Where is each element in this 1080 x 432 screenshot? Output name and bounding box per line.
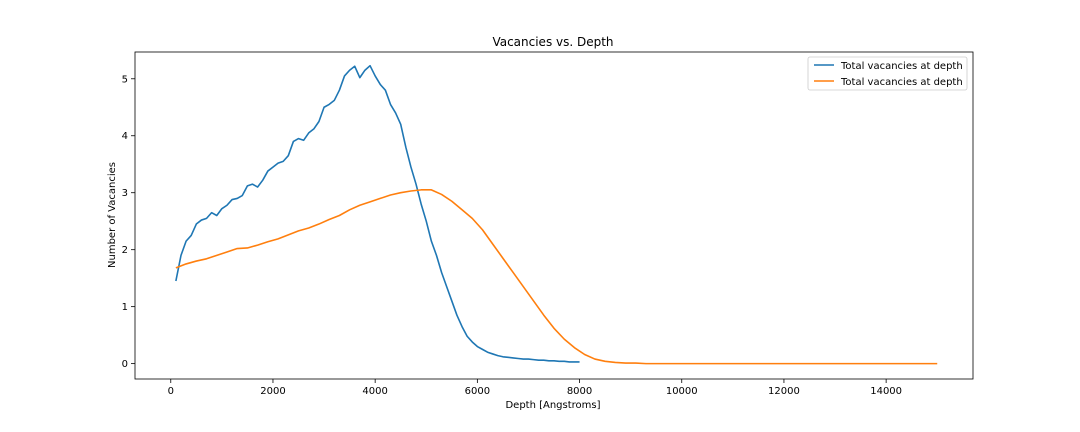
x-tick-label: 10000 <box>666 386 698 397</box>
legend-label-1: Total vacancies at depth <box>840 77 963 88</box>
series-line-0 <box>175 64 580 363</box>
y-tick-label: 5 <box>122 74 128 85</box>
legend: Total vacancies at depth Total vacancies… <box>807 56 968 91</box>
y-tick-label: 2 <box>122 245 128 256</box>
x-axis: 0 2000 4000 6000 8000 10000 12000 14000 <box>168 379 902 397</box>
series-layer <box>175 64 938 365</box>
y-tick-label: 4 <box>122 131 128 142</box>
x-tick-label: 14000 <box>870 386 902 397</box>
x-axis-label: Depth [Angstroms] <box>505 400 600 411</box>
x-tick-label: 6000 <box>465 386 490 397</box>
y-axis-label: Number of Vacancies <box>107 162 118 268</box>
x-tick-label: 12000 <box>768 386 800 397</box>
chart-title: Vacancies vs. Depth <box>492 35 613 49</box>
x-tick-label: 0 <box>168 386 174 397</box>
x-tick-label: 2000 <box>260 386 285 397</box>
series-line-1 <box>175 189 938 365</box>
x-tick-label: 8000 <box>567 386 592 397</box>
x-tick-label: 4000 <box>362 386 387 397</box>
y-tick-label: 1 <box>122 302 128 313</box>
legend-label-0: Total vacancies at depth <box>840 61 963 72</box>
plot-area <box>134 51 974 380</box>
y-tick-label: 0 <box>122 359 128 370</box>
legend-box <box>807 56 968 91</box>
axes-frame <box>134 51 974 380</box>
y-axis: 0 1 2 3 4 5 <box>122 74 135 370</box>
y-tick-label: 3 <box>122 188 128 199</box>
